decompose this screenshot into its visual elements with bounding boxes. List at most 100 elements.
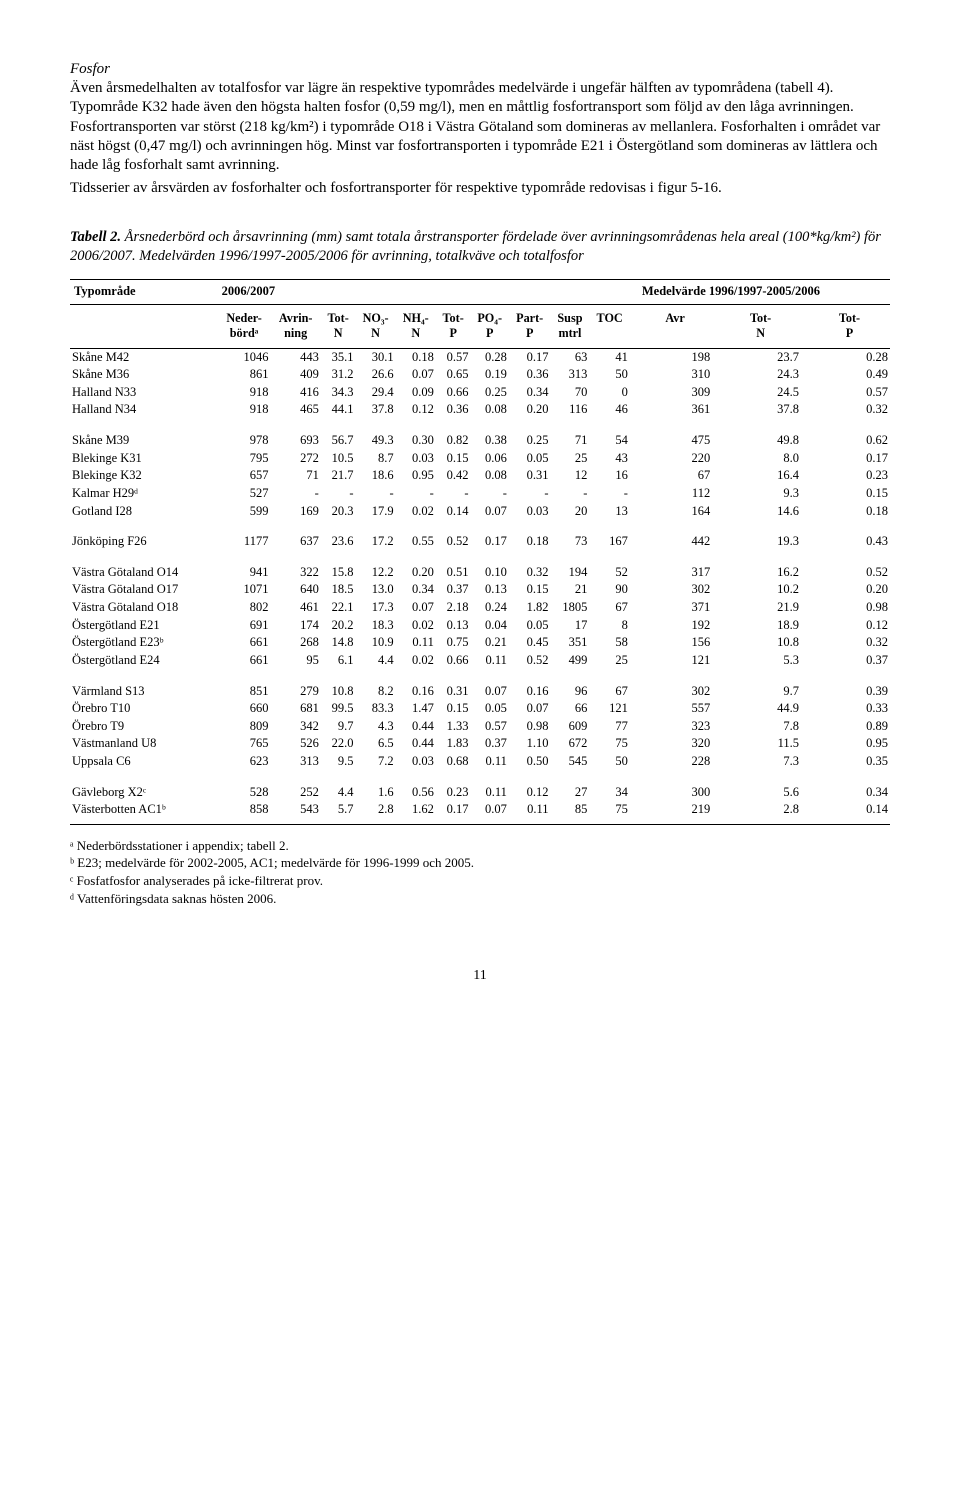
table-row: Västra Götaland O1494132215.812.20.200.5…: [70, 551, 890, 582]
table-row: Västerbotten AC1ᵇ8585435.72.81.620.170.0…: [70, 801, 890, 824]
data-cell: -: [396, 485, 436, 503]
data-cell: 409: [270, 366, 320, 384]
data-cell: 73: [550, 520, 589, 551]
data-cell: 1.82: [509, 599, 551, 617]
data-cell: 1805: [550, 599, 589, 617]
data-cell: 25: [589, 652, 629, 670]
data-cell: 0.13: [436, 617, 471, 635]
data-cell: 279: [270, 670, 320, 701]
data-cell: 0.42: [436, 467, 471, 485]
data-cell: 0.04: [471, 617, 509, 635]
data-cell: 66: [550, 700, 589, 718]
data-cell: 16.2: [712, 551, 801, 582]
data-cell: 0.44: [396, 735, 436, 753]
data-cell: 0.19: [471, 366, 509, 384]
data-cell: 691: [218, 617, 271, 635]
row-label: Västra Götaland O14: [70, 551, 218, 582]
row-label: Blekinge K32: [70, 467, 218, 485]
data-cell: 0.23: [801, 467, 890, 485]
data-cell: 12: [550, 467, 589, 485]
data-cell: 20.3: [321, 503, 356, 521]
table-row: Blekinge K3179527210.58.70.030.150.060.0…: [70, 450, 890, 468]
data-cell: 7.2: [356, 753, 396, 771]
data-cell: 99.5: [321, 700, 356, 718]
table-row: Örebro T98093429.74.30.441.330.570.98609…: [70, 718, 890, 736]
data-cell: 14.8: [321, 634, 356, 652]
section-heading: Fosfor: [70, 60, 890, 79]
data-cell: 0: [589, 384, 629, 402]
data-cell: 0.08: [471, 467, 509, 485]
data-cell: 75: [589, 801, 629, 824]
data-cell: 70: [550, 384, 589, 402]
data-cell: 0.17: [436, 801, 471, 824]
row-label: Halland N33: [70, 384, 218, 402]
data-cell: 50: [589, 753, 629, 771]
table-row: Östergötland E2169117420.218.30.020.130.…: [70, 617, 890, 635]
data-cell: 71: [550, 419, 589, 450]
data-cell: 0.12: [801, 617, 890, 635]
data-cell: 0.65: [436, 366, 471, 384]
data-cell: 0.32: [801, 634, 890, 652]
data-cell: 24.5: [712, 384, 801, 402]
data-cell: 0.15: [436, 450, 471, 468]
table-row: Uppsala C66233139.57.20.030.680.110.5054…: [70, 753, 890, 771]
data-cell: 0.20: [801, 581, 890, 599]
data-cell: 18.5: [321, 581, 356, 599]
data-cell: 0.17: [801, 450, 890, 468]
row-label: Jönköping F26: [70, 520, 218, 551]
data-cell: 0.15: [509, 581, 551, 599]
data-cell: 858: [218, 801, 271, 824]
col-header-typomrade: Typområde: [70, 280, 218, 305]
data-cell: 5.7: [321, 801, 356, 824]
data-cell: 13.0: [356, 581, 396, 599]
data-cell: 302: [630, 581, 712, 599]
data-cell: 10.5: [321, 450, 356, 468]
data-cell: 0.32: [509, 551, 551, 582]
data-cell: 220: [630, 450, 712, 468]
data-cell: 112: [630, 485, 712, 503]
data-cell: 8: [589, 617, 629, 635]
data-cell: -: [509, 485, 551, 503]
sub-col-header: Tot-P: [801, 305, 890, 349]
data-cell: 681: [270, 700, 320, 718]
data-cell: 0.35: [801, 753, 890, 771]
data-cell: 0.11: [471, 652, 509, 670]
data-cell: 809: [218, 718, 271, 736]
data-cell: 0.17: [509, 348, 551, 366]
data-cell: 0.21: [471, 634, 509, 652]
data-cell: 0.11: [509, 801, 551, 824]
data-cell: 0.57: [801, 384, 890, 402]
data-cell: 0.31: [509, 467, 551, 485]
data-cell: 918: [218, 384, 271, 402]
table-row: Halland N3491846544.137.80.120.360.080.2…: [70, 401, 890, 419]
data-cell: 198: [630, 348, 712, 366]
data-cell: 4.4: [321, 771, 356, 802]
data-cell: 46: [589, 401, 629, 419]
data-cell: 0.11: [396, 634, 436, 652]
data-cell: 252: [270, 771, 320, 802]
data-cell: 1046: [218, 348, 271, 366]
data-cell: 623: [218, 753, 271, 771]
table-caption-text: Årsnederbörd och årsavrinning (mm) samt …: [70, 229, 881, 264]
data-cell: 2.18: [436, 599, 471, 617]
data-cell: 0.23: [436, 771, 471, 802]
table-row: Jönköping F26117763723.617.20.550.520.17…: [70, 520, 890, 551]
data-cell: 37.8: [356, 401, 396, 419]
table-row: Örebro T1066068199.583.31.470.150.050.07…: [70, 700, 890, 718]
data-cell: 1071: [218, 581, 271, 599]
data-cell: 23.7: [712, 348, 801, 366]
data-cell: 0.44: [396, 718, 436, 736]
data-cell: 599: [218, 503, 271, 521]
data-cell: 11.5: [712, 735, 801, 753]
data-cell: 50: [589, 366, 629, 384]
data-cell: 0.11: [471, 753, 509, 771]
data-cell: 0.43: [801, 520, 890, 551]
data-cell: 228: [630, 753, 712, 771]
data-cell: 351: [550, 634, 589, 652]
data-cell: 29.4: [356, 384, 396, 402]
data-cell: 58: [589, 634, 629, 652]
sub-col-header: NO₃-N: [356, 305, 396, 349]
data-cell: 0.37: [801, 652, 890, 670]
data-cell: 0.62: [801, 419, 890, 450]
data-cell: 56.7: [321, 419, 356, 450]
